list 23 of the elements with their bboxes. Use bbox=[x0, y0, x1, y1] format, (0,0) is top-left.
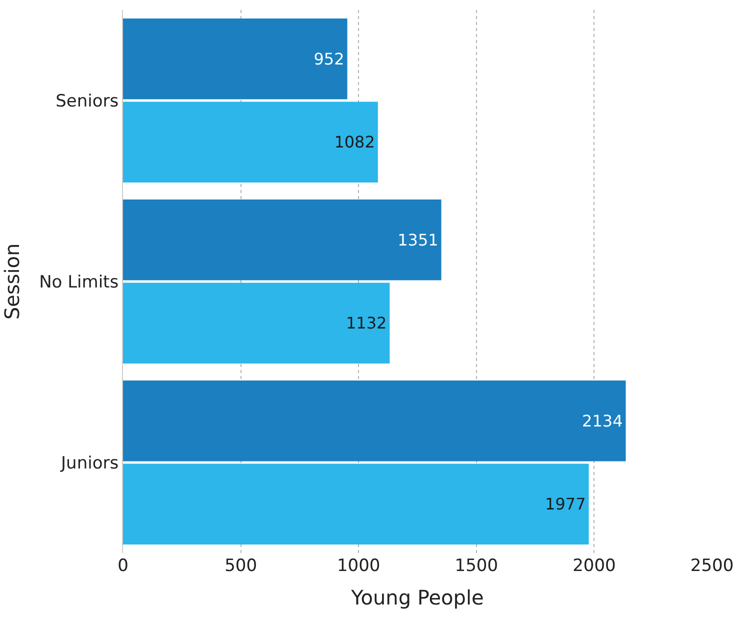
x-tick-label: 2500 bbox=[690, 556, 734, 576]
data-label: 1082 bbox=[334, 132, 375, 152]
data-label: 1351 bbox=[398, 230, 438, 250]
bar bbox=[123, 102, 378, 183]
bar bbox=[123, 464, 589, 545]
bar bbox=[123, 282, 390, 364]
data-label: 1977 bbox=[545, 494, 586, 514]
data-label: 2134 bbox=[582, 411, 623, 430]
x-tick-label: 1000 bbox=[336, 556, 380, 576]
x-axis-title: Young People bbox=[350, 586, 484, 610]
y-axis-title: Session bbox=[0, 243, 24, 320]
x-tick-label: 500 bbox=[224, 556, 258, 576]
data-label: 952 bbox=[314, 49, 344, 68]
bar bbox=[123, 18, 348, 100]
bar bbox=[123, 380, 626, 462]
x-tick-label: 2000 bbox=[572, 556, 616, 576]
y-tick-label: Juniors bbox=[60, 453, 119, 474]
x-tick-label: 0 bbox=[118, 556, 128, 576]
x-tick-label: 1500 bbox=[454, 556, 498, 576]
y-tick-label: No Limits bbox=[39, 272, 119, 292]
bar bbox=[123, 199, 442, 280]
y-tick-label: Seniors bbox=[56, 91, 119, 112]
data-label: 1132 bbox=[346, 314, 387, 333]
